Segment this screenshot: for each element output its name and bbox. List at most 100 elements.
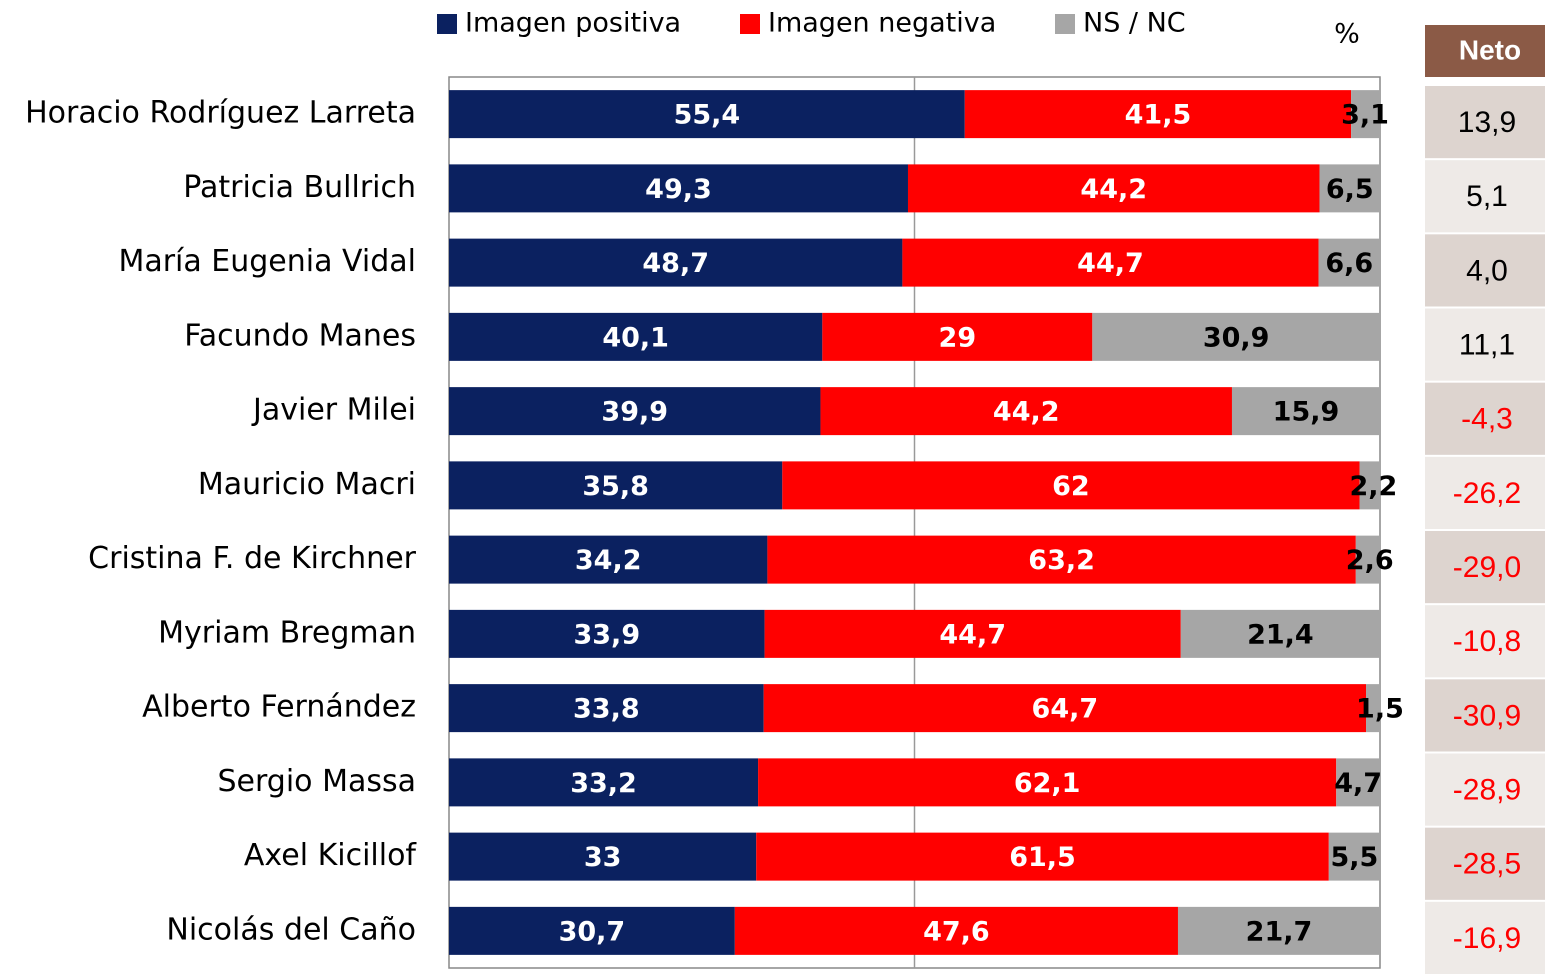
bar-segment [758,758,1337,807]
neto-cell [1425,160,1545,233]
legend-label: Imagen positiva [465,8,681,39]
bar-segment [1180,609,1380,658]
value-label: 64,7 [1032,694,1099,725]
bar-segment [1092,312,1380,361]
bar-segment [449,387,821,436]
bar-segment [449,312,823,361]
bar-segment [764,609,1181,658]
neto-value: -10,8 [1453,625,1521,658]
value-label: 30,9 [1203,322,1270,353]
legend-swatch [740,14,760,34]
category-label: María Eugenia Vidal [118,244,416,279]
value-label: 21,4 [1247,619,1314,650]
bar-segment [763,684,1367,733]
value-label: 35,8 [582,471,649,502]
bar-segment [1319,164,1380,213]
bar-segment [1351,90,1380,139]
value-label: 34,2 [575,545,642,576]
neto-value: -28,9 [1453,774,1521,807]
neto-value: 13,9 [1458,106,1516,139]
neto-cell [1425,827,1545,900]
neto-cell [1425,456,1545,529]
bar-segment [734,906,1178,955]
neto-cell [1425,901,1545,974]
neto-value: 4,0 [1466,254,1508,287]
bar-segment [449,609,765,658]
neto-value: -30,9 [1453,699,1521,732]
bar-segment [1231,387,1380,436]
unit-label: % [1334,19,1360,50]
value-label: 41,5 [1125,100,1192,131]
value-label: 6,6 [1325,248,1373,279]
value-label: 5,5 [1330,842,1378,873]
value-label: 33,8 [573,694,640,725]
value-label: 47,6 [923,916,990,947]
neto-header-bg [1425,25,1545,77]
neto-cell [1425,531,1545,604]
bar-segment [1359,461,1380,510]
bar-segment [449,684,764,733]
bar-segment [449,535,768,584]
bar-segment [1366,684,1380,733]
value-label: 44,2 [1080,174,1147,205]
value-label: 44,7 [939,619,1006,650]
value-label: 29 [939,322,977,353]
value-label: 15,9 [1273,397,1340,428]
category-label: Myriam Bregman [158,615,416,650]
category-label: Horacio Rodríguez Larreta [25,96,416,131]
bar-segment [449,90,965,139]
category-label: Cristina F. de Kirchner [88,541,416,576]
category-label: Facundo Manes [184,318,416,353]
bar-segment [449,238,903,287]
bar-segment [822,312,1093,361]
bar-segment [1328,832,1380,881]
bar-segment [449,164,908,213]
value-label: 2,6 [1346,545,1394,576]
category-label: Axel Kicillof [244,838,418,873]
neto-value: -4,3 [1461,403,1513,436]
category-label: Patricia Bullrich [183,170,416,205]
value-label: 44,7 [1077,248,1144,279]
neto-value: -29,0 [1453,551,1521,584]
value-label: 40,1 [602,322,669,353]
bar-segment [1355,535,1380,584]
bar-segment [449,461,783,510]
value-label: 62,1 [1014,768,1081,799]
neto-cell [1425,679,1545,752]
value-label: 33,2 [570,768,637,799]
value-label: 55,4 [674,100,741,131]
bar-segment [1336,758,1380,807]
neto-cell [1425,86,1545,159]
value-label: 63,2 [1028,545,1095,576]
value-label: 33,9 [573,619,640,650]
value-label: 1,5 [1356,694,1404,725]
category-label: Sergio Massa [218,764,417,799]
value-label: 62 [1052,471,1090,502]
bar-segment [767,535,1356,584]
neto-cell [1425,605,1545,678]
bar-segment [782,461,1360,510]
value-label: 3,1 [1341,100,1389,131]
neto-value: -16,9 [1453,922,1521,955]
legend-swatch [437,14,457,34]
neto-value: 11,1 [1459,329,1515,362]
value-label: 49,3 [645,174,712,205]
bar-segment [907,164,1320,213]
bar-segment [449,906,735,955]
category-label: Javier Milei [251,393,416,428]
bar-segment [820,387,1232,436]
bar-segment [1318,238,1380,287]
value-label: 6,5 [1326,174,1374,205]
category-label: Nicolás del Caño [166,912,416,947]
value-label: 21,7 [1246,916,1313,947]
bar-segment [1177,906,1380,955]
category-label: Mauricio Macri [198,467,416,502]
value-label: 48,7 [642,248,709,279]
bar-segment [449,758,759,807]
neto-value: -26,2 [1453,477,1521,510]
neto-header: Neto [1459,34,1521,65]
category-label: Alberto Fernández [142,690,416,725]
legend-label: Imagen negativa [768,8,996,39]
bar-segment [964,90,1352,139]
value-label: 4,7 [1334,768,1382,799]
